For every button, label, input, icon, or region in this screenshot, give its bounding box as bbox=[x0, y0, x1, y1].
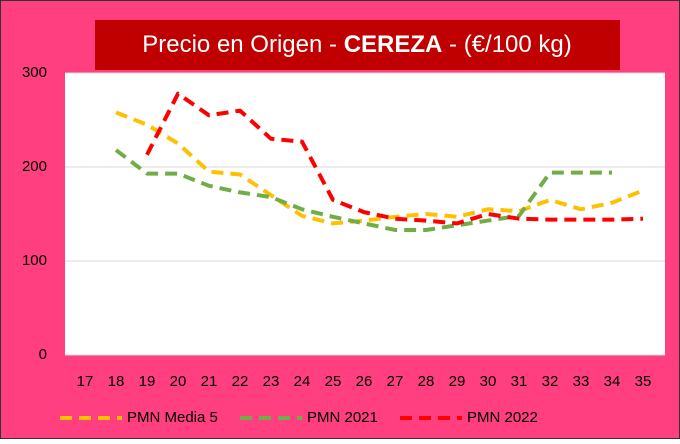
x-tick-label: 17 bbox=[77, 373, 94, 390]
title-highlight: CEREZA bbox=[344, 31, 443, 58]
title-suffix: - (€/100 kg) bbox=[449, 31, 572, 58]
x-tick-label: 18 bbox=[108, 373, 125, 390]
x-tick-label: 19 bbox=[139, 373, 156, 390]
series-line bbox=[115, 110, 644, 226]
y-tick-label: 200 bbox=[22, 158, 47, 175]
chart-title: Precio en Origen - CEREZA - (€/100 kg) bbox=[142, 31, 572, 58]
legend-label: PMN Media 5 bbox=[127, 409, 218, 426]
title-box bbox=[95, 20, 620, 70]
x-tick-label: 22 bbox=[232, 373, 249, 390]
x-tick-label: 33 bbox=[573, 373, 590, 390]
x-tick-label: 29 bbox=[449, 373, 466, 390]
legend-label: PMN 2021 bbox=[307, 409, 378, 426]
x-tick-label: 35 bbox=[635, 373, 652, 390]
legend-label: PMN 2022 bbox=[467, 409, 538, 426]
x-tick-label: 23 bbox=[263, 373, 280, 390]
x-tick-label: 30 bbox=[480, 373, 497, 390]
x-tick-label: 27 bbox=[387, 373, 404, 390]
x-tick-label: 21 bbox=[201, 373, 218, 390]
series-line bbox=[114, 148, 612, 232]
x-tick-label: 31 bbox=[511, 373, 528, 390]
title-text: Precio en Origen - bbox=[142, 31, 337, 58]
x-tick-label: 20 bbox=[170, 373, 187, 390]
y-tick-label: 0 bbox=[39, 346, 47, 363]
x-tick-label: 25 bbox=[325, 373, 342, 390]
y-tick-label: 300 bbox=[22, 64, 47, 81]
x-tick-label: 34 bbox=[604, 373, 621, 390]
x-tick-label: 24 bbox=[294, 373, 311, 390]
x-tick-label: 26 bbox=[356, 373, 373, 390]
x-tick-label: 28 bbox=[418, 373, 435, 390]
y-tick-label: 100 bbox=[22, 252, 47, 269]
x-tick-label: 32 bbox=[542, 373, 559, 390]
